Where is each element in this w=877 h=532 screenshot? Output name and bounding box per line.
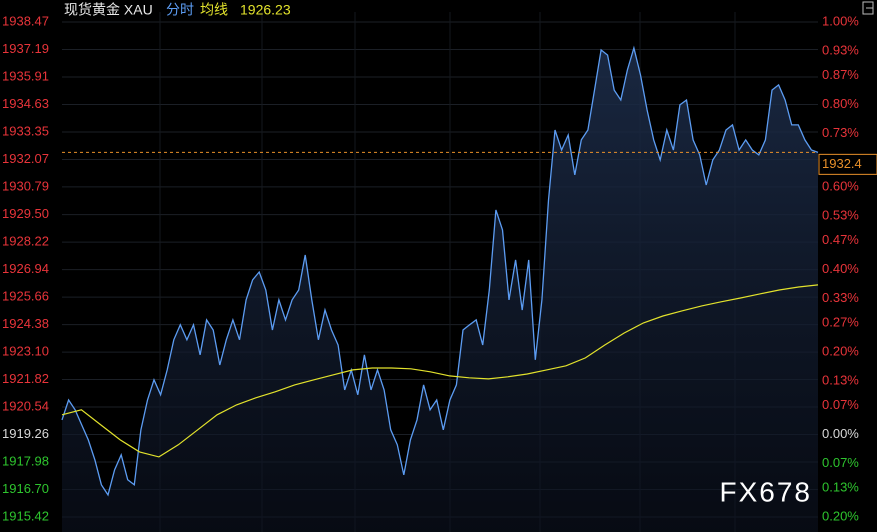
y-tick-label: 1923.10	[2, 344, 49, 359]
symbol: 现货黄金 XAU	[64, 2, 153, 18]
y-tick-label: 1915.42	[2, 508, 49, 523]
last-price-box	[818, 153, 877, 175]
y-tick-label: 1916.70	[2, 481, 49, 496]
legend-average: 均线	[200, 2, 228, 18]
y-tick-label: 1920.54	[2, 398, 49, 413]
y2-tick-label: 1.00%	[822, 13, 859, 28]
y2-tick-label: 0.60%	[822, 178, 859, 193]
y-tick-label: 1928.22	[2, 234, 49, 249]
toolbar-icon[interactable]	[862, 1, 874, 15]
y-tick-label: 1925.66	[2, 289, 49, 304]
plot	[61, 45, 819, 532]
axes: 1938.47 1937.19 1935.91 1934.63 1933.35 1932.…	[2, 13, 877, 523]
legend-price: 分时	[166, 2, 194, 18]
y2-tick-label: 0.13%	[822, 372, 859, 387]
average-value: 1926.23	[240, 2, 291, 18]
y2-tick-label: 0.20%	[822, 343, 859, 358]
watermark: FX678	[720, 476, 813, 507]
y-tick-label: 1933.35	[2, 123, 49, 138]
y2-tick-label: 0.80%	[822, 96, 859, 111]
y2-tick-label: 0.00%	[822, 426, 859, 441]
y-tick-label: 1938.47	[2, 13, 49, 28]
y2-tick-label: 0.07%	[822, 455, 859, 470]
y-tick-label: 1917.98	[2, 453, 49, 468]
y2-tick-label: 0.20%	[822, 508, 859, 523]
y-tick-label: 1934.63	[2, 96, 49, 111]
price-line	[61, 45, 819, 497]
y-tick-label: 1929.50	[2, 206, 49, 221]
y2-tick-label: 0.13%	[822, 480, 859, 495]
y2-tick-label: 0.87%	[822, 67, 859, 82]
average-line	[61, 284, 819, 458]
y-tick-label: 1919.26	[2, 426, 49, 441]
y-tick-label: 1921.82	[2, 371, 49, 386]
y-tick-label: 1926.94	[2, 261, 49, 276]
y-tick-label: 1935.91	[2, 68, 49, 83]
y-tick-label: 1930.79	[2, 178, 49, 193]
y-tick-label: 1937.19	[2, 41, 49, 56]
y2-tick-label: 0.47%	[822, 232, 859, 247]
y2-tick-label: 0.07%	[822, 397, 859, 412]
y2-tick-label: 0.27%	[822, 315, 859, 330]
y2-tick-label: 0.33%	[822, 290, 859, 305]
y2-tick-label: 0.93%	[822, 42, 859, 57]
y2-tick-label: 0.53%	[822, 207, 859, 222]
y2-tick-label: 0.73%	[822, 125, 859, 140]
y-tick-label: 1932.07	[2, 151, 49, 166]
price-area	[62, 48, 818, 532]
y-tick-label: 1924.38	[2, 316, 49, 331]
y2-tick-label: 0.40%	[822, 261, 859, 276]
last-price-label: 1932.4	[822, 156, 862, 171]
